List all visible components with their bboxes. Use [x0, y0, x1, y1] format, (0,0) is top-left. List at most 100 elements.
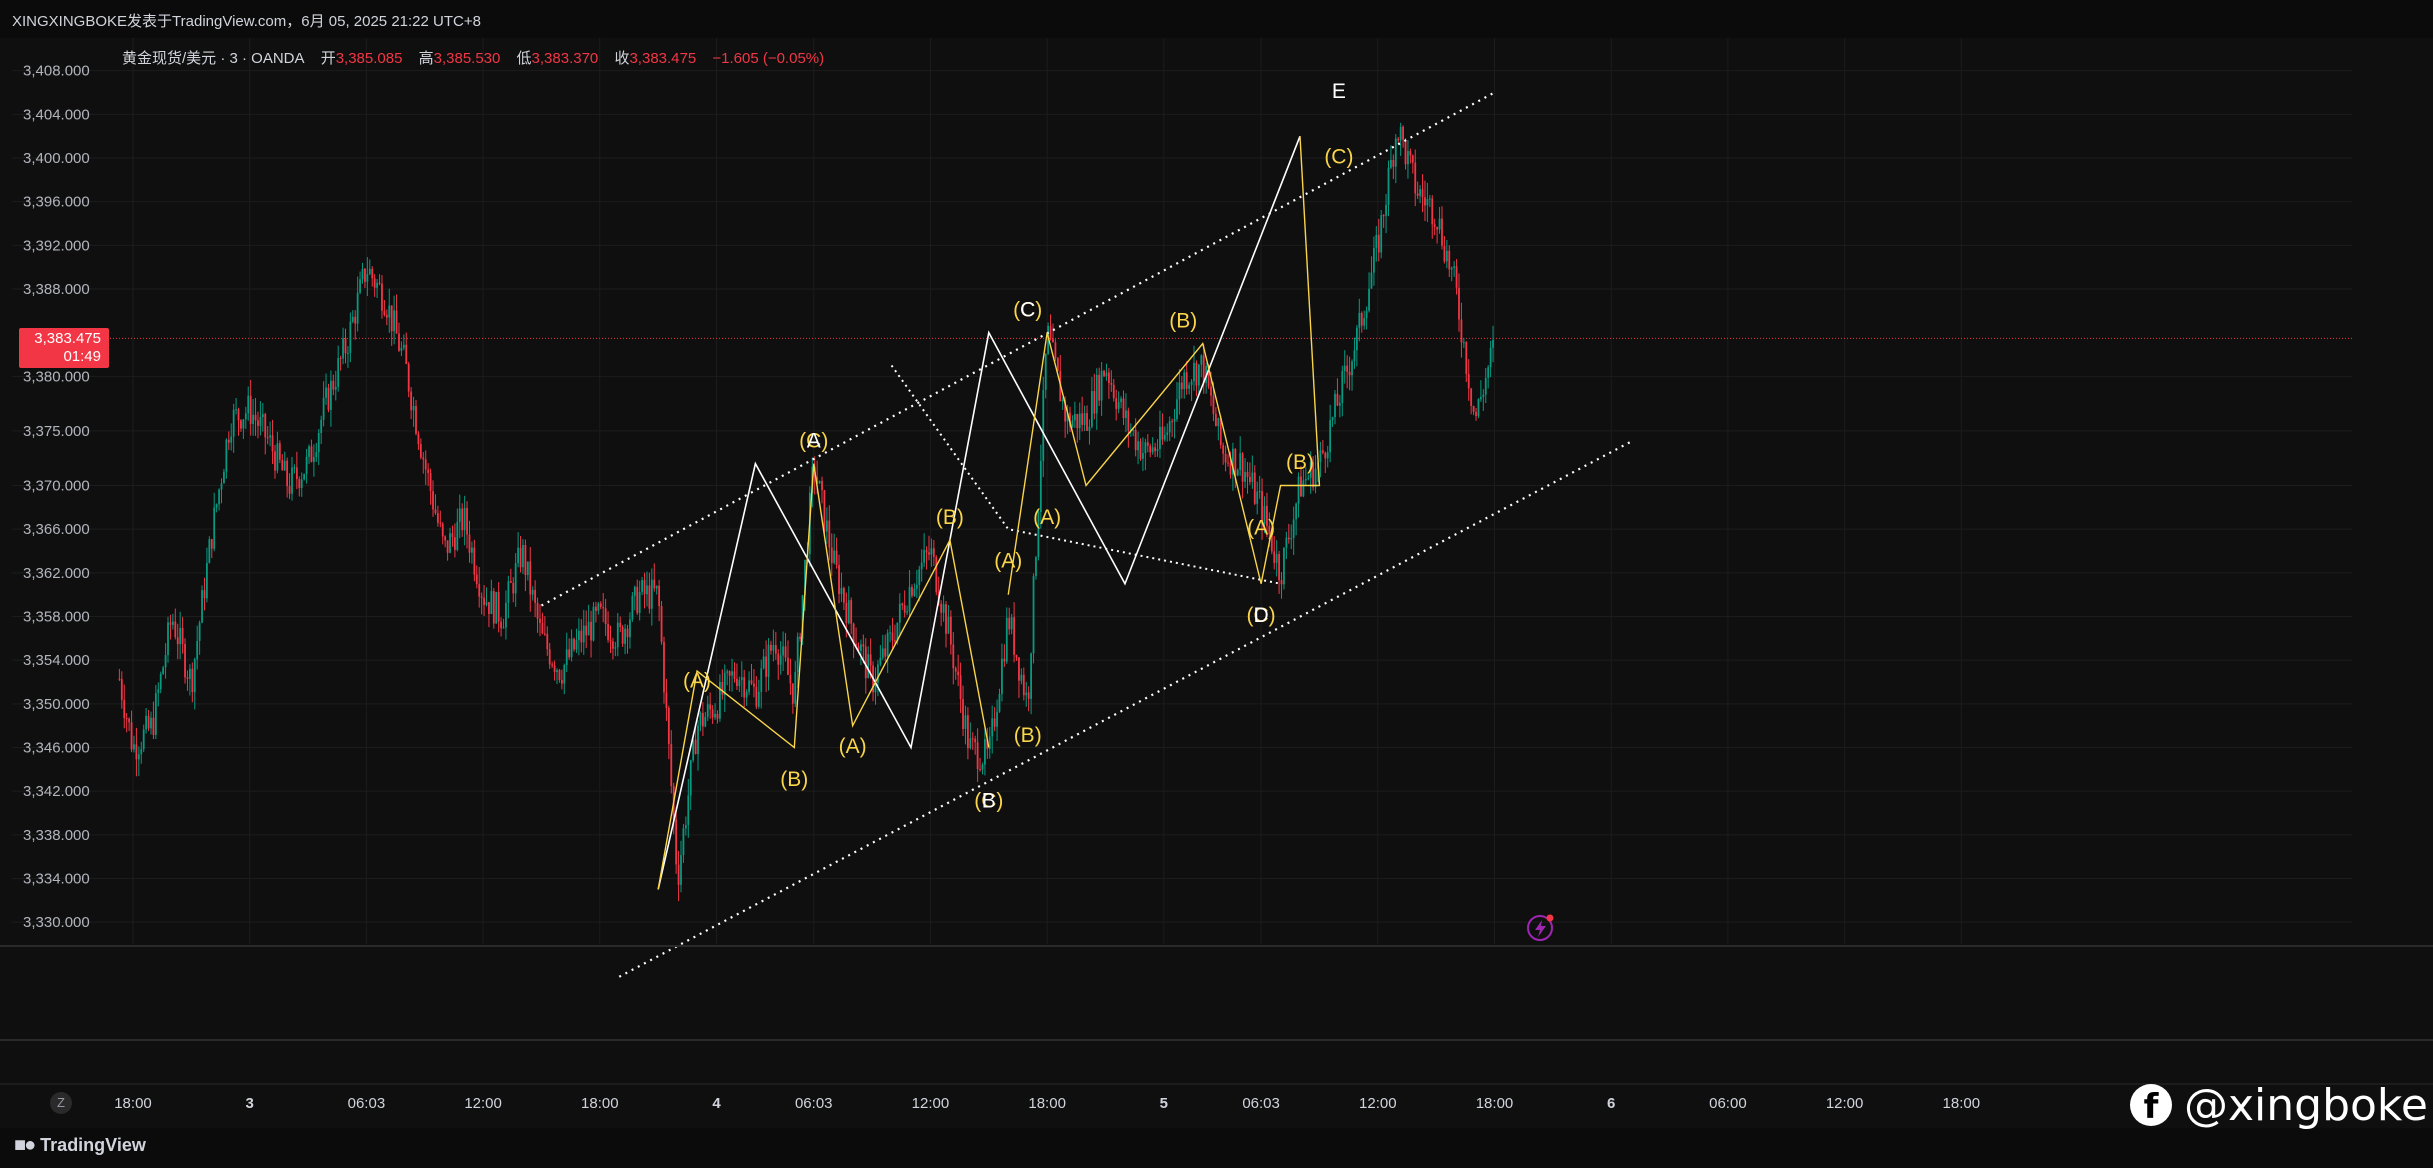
candle-body — [1030, 653, 1033, 699]
candle-body — [1292, 519, 1295, 539]
candle-body — [174, 621, 177, 638]
candle-body — [327, 387, 330, 410]
candle-body — [942, 604, 945, 613]
candle-body — [954, 668, 957, 672]
candle-body — [502, 627, 505, 629]
candle-body — [150, 717, 152, 729]
candle-body — [164, 655, 167, 668]
candle-body — [1098, 374, 1101, 401]
candle-body — [957, 671, 960, 676]
candle-body — [512, 582, 515, 594]
candle-body — [393, 310, 396, 332]
candle-body — [704, 716, 707, 727]
candle-body — [1144, 442, 1147, 454]
candle-body — [753, 683, 755, 687]
candle-body — [1253, 472, 1256, 504]
price-tick-label: 3,338.000 — [23, 827, 90, 844]
candle-body — [1236, 470, 1239, 476]
candle-body — [1018, 657, 1020, 681]
candle-body — [1166, 432, 1169, 436]
wave-label: C — [1020, 298, 1035, 321]
candle-body — [1445, 250, 1448, 262]
candle-body — [412, 406, 415, 411]
candle-body — [816, 477, 819, 484]
candle-body — [1176, 399, 1178, 420]
candle-body — [1015, 654, 1018, 658]
high-value: 3,385.530 — [433, 50, 501, 67]
candle-body — [1295, 503, 1298, 520]
lightning-icon[interactable] — [1527, 914, 1554, 941]
time-tick-label: 12:00 — [464, 1095, 502, 1112]
candle-body — [249, 395, 252, 424]
timezone-z-button[interactable]: Z — [50, 1092, 72, 1114]
candle-body — [1278, 554, 1280, 581]
candle-body — [563, 664, 566, 684]
candle-body — [689, 760, 692, 796]
candle-body — [1008, 617, 1011, 630]
candle-body — [220, 483, 223, 490]
candle-body — [232, 409, 235, 437]
candle-body — [376, 282, 378, 288]
candle-body — [1134, 429, 1137, 451]
candle-body — [650, 579, 653, 609]
candle-body — [736, 678, 738, 687]
candle-body — [1161, 426, 1164, 440]
candle-body — [145, 715, 148, 730]
candle-body — [541, 623, 544, 634]
candle-body — [456, 521, 459, 550]
candle-body — [833, 550, 836, 563]
candle-body — [716, 713, 719, 719]
time-tick-label: 06:03 — [1242, 1095, 1280, 1112]
price-tick-label: 3,408.000 — [23, 63, 90, 80]
candle-body — [1441, 218, 1443, 246]
candle-body — [1142, 453, 1144, 459]
candle-body — [728, 671, 731, 676]
candle-body — [531, 589, 534, 595]
tradingview-logo[interactable]: ■● TradingView — [14, 1134, 146, 1157]
candle-body — [424, 459, 427, 470]
candle-body — [1329, 420, 1332, 453]
candle-body — [981, 764, 984, 770]
candle-body — [181, 627, 184, 644]
channel-lower-line — [618, 440, 1632, 978]
candle-body — [347, 352, 349, 354]
header-bar: XINGXINGBOKE发表于TradingView.com，6月 05, 20… — [0, 0, 2433, 38]
candle-body — [500, 621, 502, 629]
candle-body — [1360, 312, 1363, 326]
symbol-label[interactable]: 黄金现货/美元 · 3 · OANDA — [122, 50, 305, 67]
price-tick-label: 3,370.000 — [23, 478, 90, 495]
candle-body — [252, 414, 255, 424]
candle-body — [198, 622, 201, 641]
low-label: 低 — [516, 50, 532, 67]
candle-body — [1229, 462, 1232, 475]
candle-body — [626, 628, 629, 638]
candle-body — [266, 437, 269, 439]
time-tick-label: 3 — [246, 1095, 254, 1112]
candle-body — [344, 338, 347, 354]
close-label: 收 — [614, 50, 630, 67]
price-tick-label: 3,388.000 — [23, 281, 90, 298]
candle-body — [1054, 342, 1057, 359]
candle-body — [743, 677, 746, 698]
high-label: 高 — [418, 50, 434, 67]
candle-body — [779, 655, 782, 665]
candle-body — [449, 533, 451, 553]
candle-body — [310, 446, 313, 462]
candle-body — [342, 338, 344, 359]
candle-body — [1168, 421, 1171, 433]
candle-body — [1120, 398, 1122, 403]
candle-body — [1455, 266, 1458, 288]
candle-body — [466, 507, 468, 535]
candle-body — [524, 544, 527, 576]
candle-body — [966, 715, 969, 749]
candle-body — [1351, 361, 1353, 376]
candle-body — [398, 333, 400, 351]
candle-body — [1302, 480, 1305, 497]
candle-body — [188, 668, 191, 679]
candle-body — [137, 754, 140, 760]
candle-body — [534, 589, 537, 603]
candle-body — [1266, 505, 1268, 526]
wave-label: (B) — [780, 768, 808, 791]
